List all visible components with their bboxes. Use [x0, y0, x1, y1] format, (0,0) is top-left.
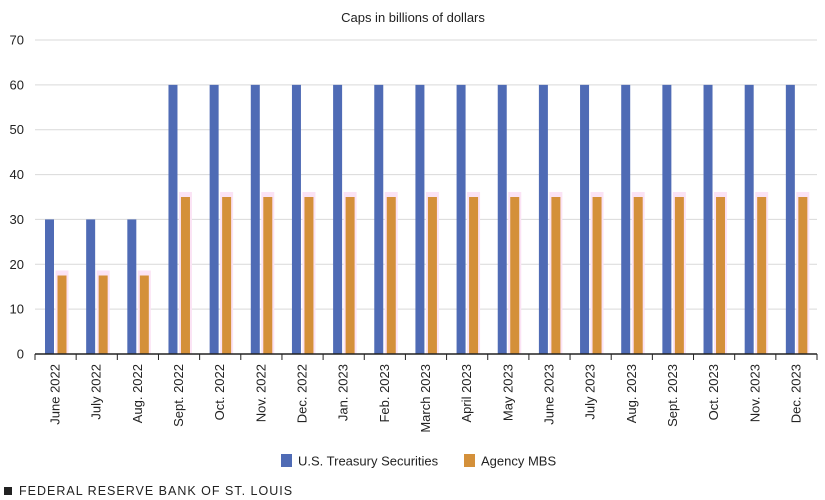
y-tick-label: 70: [10, 33, 24, 48]
bar-treasury: [621, 84, 631, 354]
bar-treasury: [86, 219, 96, 354]
x-axis: June 2022 July 2022 Aug. 2022 Sept. 2022 Oct…: [34, 353, 818, 433]
legend: U.S. Treasury Securities Agency MBS: [281, 454, 556, 469]
bar-mbs: [798, 197, 808, 354]
x-category-label: Oct. 2022: [212, 364, 227, 420]
x-category-label: June 2023: [541, 364, 556, 425]
y-tick-label: 30: [10, 212, 24, 227]
bar-mbs: [139, 275, 149, 354]
bar-treasury: [703, 84, 713, 354]
x-category-label: July 2022: [89, 364, 104, 420]
bar-treasury: [662, 84, 672, 354]
x-category-label: July 2023: [583, 364, 598, 420]
chart-title: Caps in billions of dollars: [341, 10, 485, 25]
bar-mbs: [510, 197, 520, 354]
x-category-label: Sept. 2023: [665, 364, 680, 427]
bar-mbs: [674, 197, 684, 354]
bar-treasury: [333, 84, 343, 354]
bar-mbs: [469, 197, 479, 354]
bar-mbs: [592, 197, 602, 354]
x-category-label: Feb. 2023: [377, 364, 392, 423]
bars: [45, 84, 810, 354]
bar-mbs: [386, 197, 396, 354]
x-category-label: May 2023: [500, 364, 515, 421]
bar-treasury: [497, 84, 507, 354]
bar-mbs: [263, 197, 273, 354]
x-category-label: Oct. 2023: [706, 364, 721, 420]
x-category-label: Nov. 2022: [253, 364, 268, 422]
bar-mbs: [180, 197, 190, 354]
y-tick-label: 10: [10, 302, 24, 317]
x-category-label: Aug. 2022: [130, 364, 145, 423]
bar-mbs: [98, 275, 108, 354]
y-axis: 0 10 20 30 40 50 60 70: [10, 33, 24, 362]
bar-treasury: [127, 219, 137, 354]
bar-treasury: [250, 84, 260, 354]
y-tick-label: 20: [10, 257, 24, 272]
bar-treasury: [744, 84, 754, 354]
legend-label: Agency MBS: [481, 454, 556, 469]
legend-swatch: [281, 454, 292, 467]
bar-mbs: [222, 197, 232, 354]
bar-treasury: [538, 84, 548, 354]
bar-mbs: [551, 197, 561, 354]
x-category-label: Aug. 2023: [624, 364, 639, 423]
y-tick-label: 50: [10, 122, 24, 137]
bar-treasury: [291, 84, 301, 354]
x-category-label: March 2023: [418, 364, 433, 433]
bar-treasury: [168, 84, 178, 354]
bar-mbs: [345, 197, 355, 354]
x-category-label: June 2022: [48, 364, 63, 425]
y-tick-label: 40: [10, 167, 24, 182]
y-tick-label: 0: [17, 347, 24, 362]
bar-treasury: [209, 84, 219, 354]
bar-mbs: [716, 197, 726, 354]
bar-treasury: [580, 84, 590, 354]
bar-treasury: [374, 84, 384, 354]
bar-mbs: [304, 197, 314, 354]
bar-treasury: [456, 84, 466, 354]
y-tick-label: 60: [10, 77, 24, 92]
x-category-label: Jan. 2023: [336, 364, 351, 421]
bar-mbs: [57, 275, 67, 354]
bar-treasury: [785, 84, 795, 354]
x-category-label: Dec. 2022: [295, 364, 310, 423]
footer-credit: FEDERAL RESERVE BANK OF ST. LOUIS: [4, 484, 293, 498]
bar-mbs: [633, 197, 643, 354]
bar-mbs: [427, 197, 437, 354]
x-category-label: Nov. 2023: [747, 364, 762, 422]
footer-square-icon: [4, 487, 12, 495]
bar-mbs: [757, 197, 767, 354]
x-category-label: Dec. 2023: [788, 364, 803, 423]
legend-swatch: [464, 454, 475, 467]
bar-treasury: [415, 84, 425, 354]
x-category-label: Sept. 2022: [171, 364, 186, 427]
x-category-label: April 2023: [459, 364, 474, 423]
bar-treasury: [45, 219, 54, 354]
footer-source-text: FEDERAL RESERVE BANK OF ST. LOUIS: [19, 484, 294, 498]
legend-label: U.S. Treasury Securities: [298, 454, 439, 469]
